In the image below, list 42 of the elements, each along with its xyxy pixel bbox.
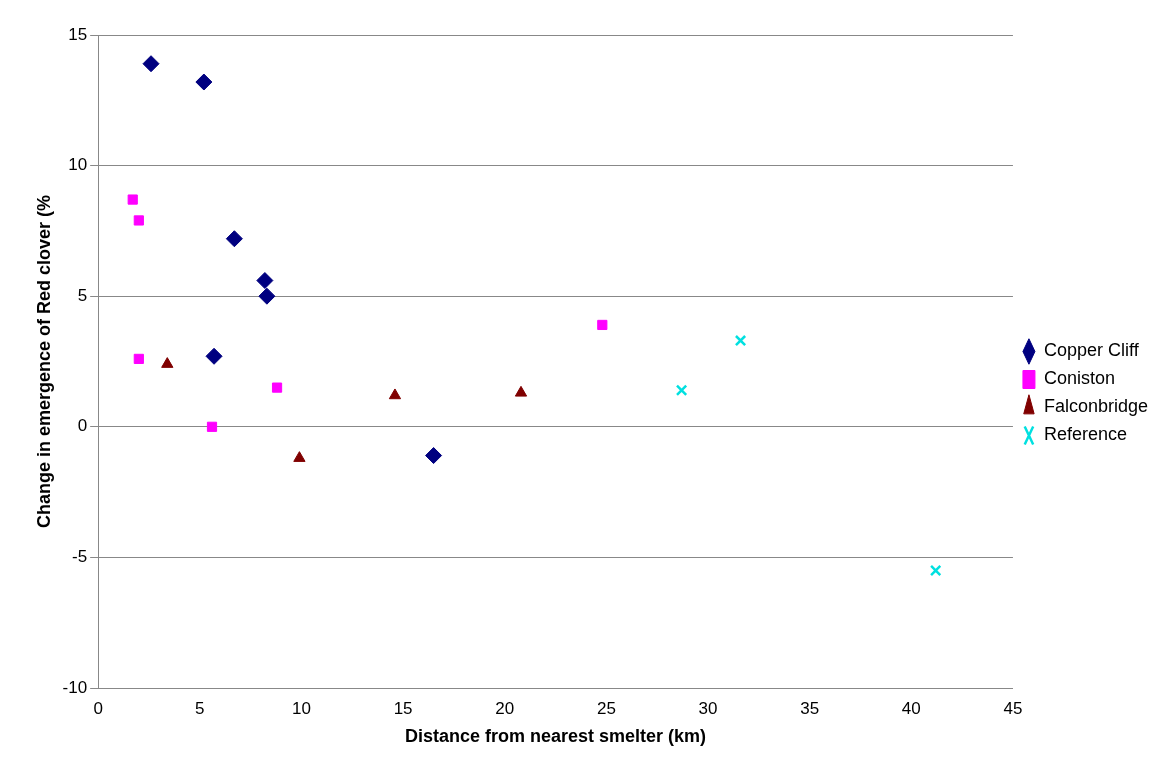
point — [195, 73, 213, 91]
point — [161, 357, 174, 368]
point — [293, 451, 306, 462]
point — [225, 230, 243, 248]
x-tick-label: 5 — [195, 698, 205, 718]
x-tick-label: 35 — [800, 698, 820, 718]
point — [734, 334, 747, 347]
point — [597, 319, 608, 331]
y-tick-label: 5 — [77, 285, 88, 305]
x-tick-label: 45 — [1003, 698, 1023, 718]
point — [514, 385, 528, 397]
point — [258, 287, 276, 305]
point — [205, 347, 223, 365]
x-tick-label: 20 — [495, 698, 515, 718]
x-axis-title: Distance from nearest smelter (km) — [404, 726, 707, 747]
point — [206, 421, 218, 432]
y-tick-label: -5 — [72, 547, 88, 567]
y-tick-label: -10 — [62, 677, 88, 697]
y-axis-title: Change in emergence of Red clover (% — [33, 194, 54, 529]
point — [142, 55, 160, 73]
legend-label: Copper Cliff — [1043, 340, 1140, 361]
point — [271, 382, 283, 393]
legend-label: Falconbridge — [1043, 396, 1148, 417]
point — [675, 384, 688, 397]
point — [425, 447, 443, 465]
point — [133, 215, 144, 226]
x-tick-label: 0 — [93, 698, 103, 718]
x-tick-label: 10 — [291, 698, 311, 718]
x-tick-label: 25 — [596, 698, 616, 718]
point — [929, 564, 942, 577]
y-tick-label: 15 — [68, 24, 88, 44]
point — [127, 194, 138, 205]
x-tick-label: 30 — [698, 698, 718, 718]
y-tick-label: 10 — [68, 155, 88, 175]
legend-label: Coniston — [1043, 368, 1115, 389]
legend-label: Reference — [1043, 424, 1127, 445]
y-tick-label: 0 — [77, 416, 88, 436]
x-tick-label: 40 — [901, 698, 921, 718]
point — [256, 272, 274, 290]
point — [388, 388, 402, 400]
x-tick-label: 15 — [393, 698, 413, 718]
point — [133, 353, 144, 364]
